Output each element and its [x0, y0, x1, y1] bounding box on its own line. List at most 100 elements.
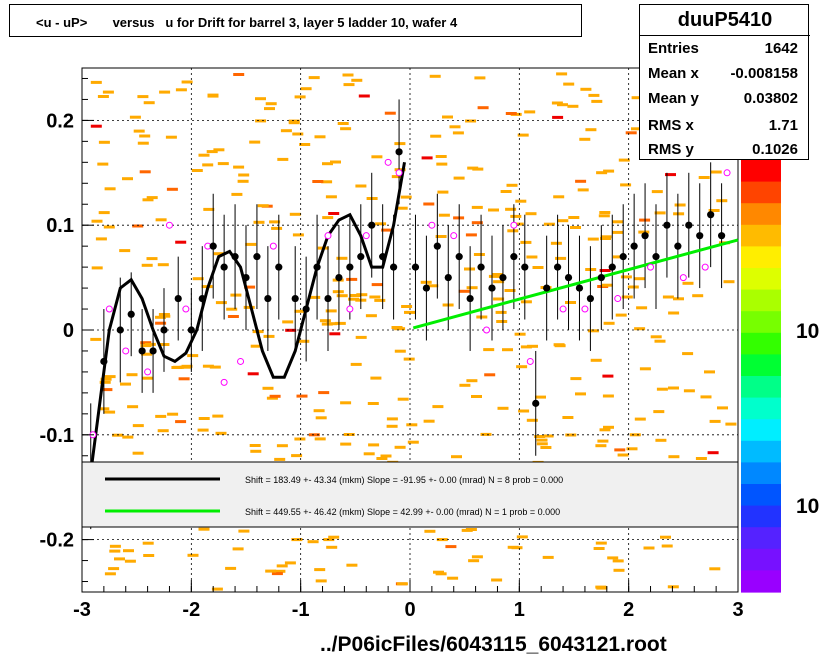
color-swatch — [741, 527, 781, 550]
histogram-cell — [343, 83, 355, 87]
histogram-cell — [312, 180, 324, 183]
histogram-cell — [202, 364, 214, 368]
histogram-cell — [371, 283, 383, 287]
histogram-cell — [471, 221, 483, 225]
open-point — [510, 221, 518, 229]
histogram-cell — [271, 572, 283, 576]
histogram-cell — [506, 183, 518, 187]
data-point — [160, 326, 168, 334]
histogram-cell — [654, 339, 666, 343]
histogram-cell — [321, 180, 333, 184]
histogram-cell — [423, 419, 435, 423]
histogram-cell — [315, 416, 327, 420]
histogram-cell — [124, 559, 136, 563]
histogram-cell — [112, 433, 124, 437]
histogram-cell — [250, 344, 262, 348]
histogram-cell — [346, 277, 358, 281]
histogram-cell — [326, 322, 338, 326]
histogram-cell — [328, 212, 340, 215]
histogram-cell — [612, 230, 624, 234]
data-point — [455, 253, 463, 261]
histogram-cell — [313, 409, 325, 413]
histogram-cell — [365, 314, 377, 318]
histogram-cell — [404, 310, 415, 314]
histogram-cell — [617, 453, 629, 457]
histogram-cell — [427, 284, 439, 288]
histogram-cell — [119, 249, 131, 253]
histogram-cell — [437, 190, 449, 194]
histogram-cell — [237, 179, 249, 183]
x-tick-label: -1 — [292, 599, 310, 621]
histogram-cell — [502, 348, 513, 352]
histogram-cell — [191, 169, 203, 172]
histogram-cell — [249, 140, 261, 144]
histogram-cell — [276, 444, 288, 448]
histogram-cell — [181, 80, 193, 84]
data-point — [390, 263, 398, 271]
histogram-cell — [137, 141, 149, 145]
histogram-cell — [142, 198, 154, 202]
histogram-cell — [438, 213, 450, 217]
histogram-cell — [593, 547, 605, 550]
histogram-cell — [468, 559, 480, 563]
histogram-cell — [264, 107, 275, 111]
histogram-cell — [157, 263, 169, 267]
open-point — [105, 305, 113, 313]
histogram-cell — [143, 554, 155, 557]
histogram-cell — [449, 125, 461, 129]
histogram-cell — [465, 233, 477, 237]
histogram-cell — [266, 396, 278, 400]
histogram-cell — [653, 410, 665, 414]
histogram-cell — [140, 341, 152, 345]
color-swatch — [741, 203, 781, 226]
histogram-cell — [192, 277, 204, 281]
histogram-cell — [386, 417, 398, 421]
axes: -3 -2 -1 0 1 2 3 -0.2 -0.1 0 0.1 0.2 — [40, 77, 744, 621]
histogram-cell — [603, 169, 615, 173]
histogram-cell — [514, 332, 526, 336]
color-scale — [741, 160, 781, 593]
data-point — [291, 294, 299, 303]
histogram-cell — [227, 315, 239, 318]
data-point — [630, 242, 638, 250]
data-point — [674, 242, 682, 250]
histogram-cell — [179, 365, 191, 369]
histogram-cell — [491, 273, 503, 276]
histogram-cell — [601, 283, 613, 287]
histogram-cell — [396, 206, 408, 210]
colorbar-label-lower: 10 — [796, 495, 820, 518]
color-swatch — [741, 160, 781, 183]
histogram-cell — [155, 321, 167, 325]
histogram-cell — [655, 438, 667, 442]
histogram-cell — [511, 546, 523, 550]
histogram-cell — [91, 219, 103, 223]
histogram-cell — [704, 370, 715, 374]
histogram-cell — [187, 354, 199, 358]
open-point — [526, 357, 534, 365]
histogram-cell — [613, 568, 625, 572]
histogram-cell — [570, 226, 581, 229]
histogram-cell — [445, 545, 457, 549]
open-point — [679, 274, 687, 282]
open-point — [324, 232, 332, 240]
histogram-cell — [612, 255, 624, 259]
histogram-cell — [476, 315, 488, 319]
histogram-cell — [198, 527, 210, 531]
histogram-cell — [197, 428, 209, 432]
histogram-cell — [517, 133, 529, 137]
histogram-cell — [634, 327, 646, 331]
histogram-cell — [282, 320, 294, 324]
histogram-cell — [612, 220, 624, 224]
histogram-cell — [543, 222, 555, 226]
histogram-cell — [661, 544, 673, 548]
histogram-cell — [467, 166, 479, 170]
histogram-cell — [137, 95, 149, 99]
histogram-cell — [376, 457, 388, 460]
histogram-cell — [332, 290, 344, 294]
color-swatch — [741, 397, 781, 420]
histogram-cell — [367, 402, 379, 405]
histogram-cell — [315, 579, 327, 583]
histogram-cell — [280, 129, 292, 133]
y-tick-label: 0.1 — [46, 215, 74, 237]
histogram-cell — [230, 293, 242, 297]
